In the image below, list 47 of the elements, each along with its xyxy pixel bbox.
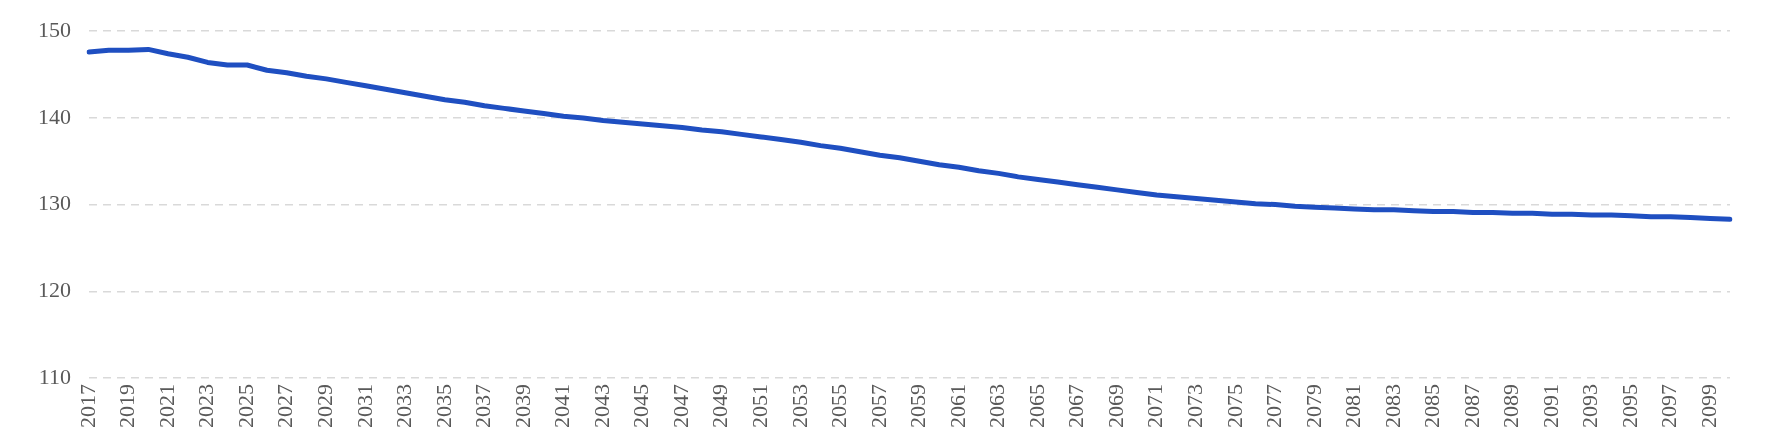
- x-tick-label: 2047: [667, 384, 693, 428]
- x-tick-label: 2025: [232, 384, 258, 428]
- x-tick-label: 2041: [549, 384, 575, 428]
- x-tick-label: 2083: [1379, 384, 1405, 428]
- x-tick-label: 2095: [1616, 384, 1642, 428]
- x-tick-label: 2035: [430, 384, 456, 428]
- x-tick-label: 2019: [114, 384, 140, 428]
- x-tick-label: 2071: [1142, 384, 1168, 428]
- x-tick-label: 2037: [470, 384, 496, 428]
- y-tick-label: 140: [38, 103, 71, 129]
- x-tick-label: 2097: [1656, 384, 1682, 428]
- y-tick-label: 120: [38, 277, 71, 303]
- x-tick-label: 2085: [1419, 384, 1445, 428]
- x-tick-label: 2057: [865, 384, 891, 428]
- x-tick-label: 2039: [509, 384, 535, 428]
- x-tick-label: 2031: [351, 384, 377, 428]
- x-tick-label: 2051: [747, 384, 772, 428]
- x-tick-label: 2099: [1696, 384, 1722, 428]
- x-tick-label: 2045: [628, 384, 654, 428]
- x-tick-label: 2075: [1221, 384, 1247, 428]
- x-tick-label: 2059: [905, 384, 931, 428]
- x-tick-label: 2021: [153, 384, 179, 428]
- x-tick-label: 2091: [1537, 384, 1563, 428]
- x-tick-label: 2049: [707, 384, 733, 428]
- x-tick-label: 2093: [1577, 384, 1603, 428]
- x-tick-label: 2029: [312, 384, 338, 428]
- x-tick-label: 2087: [1458, 384, 1484, 428]
- x-tick-label: 2061: [944, 384, 970, 428]
- y-tick-label: 150: [38, 16, 71, 42]
- x-tick-label: 2067: [1063, 384, 1089, 428]
- x-tick-label: 2063: [984, 384, 1010, 428]
- x-tick-label: 2027: [272, 384, 298, 428]
- x-tick-label: 2077: [1261, 384, 1287, 428]
- x-tick-label: 2055: [826, 384, 852, 428]
- x-tick-label: 2081: [1340, 384, 1366, 428]
- x-tick-label: 2089: [1498, 384, 1524, 428]
- x-tick-label: 2017: [74, 384, 100, 428]
- y-tick-label: 110: [38, 363, 71, 389]
- x-tick-label: 2065: [1023, 384, 1049, 428]
- x-tick-label: 2079: [1300, 384, 1326, 428]
- x-tick-label: 2073: [1181, 384, 1207, 428]
- x-tick-label: 2053: [786, 384, 812, 428]
- x-tick-label: 2043: [588, 384, 614, 428]
- x-tick-label: 2033: [391, 384, 417, 428]
- y-tick-label: 130: [38, 190, 71, 216]
- x-tick-label: 2023: [193, 384, 219, 428]
- x-tick-label: 2069: [1102, 384, 1128, 428]
